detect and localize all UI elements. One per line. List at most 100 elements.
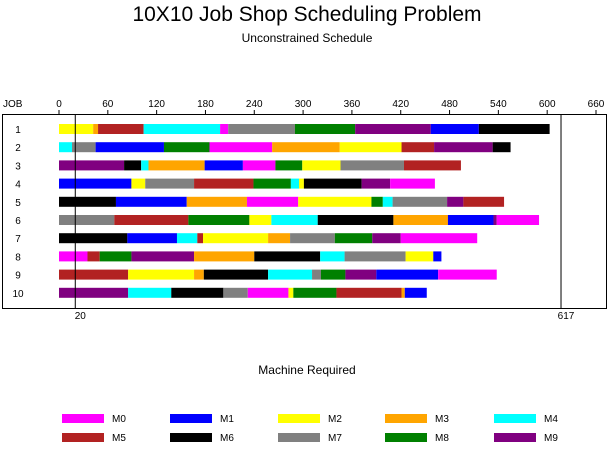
task-bar: [59, 124, 94, 134]
task-bar: [209, 142, 273, 153]
task-bar: [430, 124, 479, 134]
task-bar: [404, 287, 427, 298]
job-label: 4: [15, 180, 21, 191]
task-bar: [447, 196, 464, 207]
task-bar: [390, 178, 435, 189]
task-bar: [376, 269, 439, 280]
task-bar: [403, 160, 461, 171]
task-bar: [317, 215, 394, 225]
x-tick-label: 300: [295, 99, 312, 110]
legend-swatch: [62, 414, 104, 423]
x-tick-label: 480: [441, 99, 458, 110]
task-bar: [128, 269, 195, 280]
task-bar: [434, 142, 493, 153]
legend-swatch: [385, 433, 427, 442]
task-bar: [355, 124, 431, 134]
x-tick-label: 180: [197, 99, 214, 110]
task-bar: [141, 160, 149, 171]
task-bar: [131, 251, 195, 262]
x-tick-label: 600: [539, 99, 556, 110]
chart-subtitle: Unconstrained Schedule: [241, 31, 373, 45]
task-bar: [268, 269, 313, 280]
task-bar: [203, 269, 269, 280]
task-bar: [294, 124, 356, 134]
task-bar: [127, 233, 177, 244]
task-bar: [115, 196, 187, 207]
job-label: 7: [15, 234, 21, 245]
task-bar: [438, 269, 497, 280]
task-bar: [220, 124, 229, 134]
task-bar: [268, 233, 291, 244]
task-bar: [203, 233, 269, 244]
task-bar: [59, 269, 129, 280]
task-bar: [275, 160, 303, 171]
task-bar: [288, 287, 294, 298]
task-bar: [271, 215, 318, 225]
task-bar: [293, 287, 337, 298]
task-bar: [371, 196, 383, 207]
task-bar: [95, 142, 164, 153]
y-axis-label: JOB: [3, 99, 23, 110]
legend-label: M7: [328, 433, 342, 444]
x-tick-label: 120: [148, 99, 165, 110]
task-bar: [320, 269, 346, 280]
task-bar: [194, 269, 204, 280]
task-bar: [114, 215, 189, 225]
x-tick-label: 420: [392, 99, 409, 110]
chart-title: 10X10 Job Shop Scheduling Problem: [132, 3, 482, 26]
task-bar: [242, 160, 276, 171]
legend-swatch: [494, 433, 536, 442]
task-bar: [372, 233, 401, 244]
task-bar: [131, 178, 146, 189]
task-bar: [87, 251, 100, 262]
task-bar: [493, 215, 497, 225]
reference-line-label: 20: [75, 311, 87, 322]
x-axis-label: Machine Required: [258, 363, 355, 377]
task-bar: [93, 124, 99, 134]
job-label: 1: [15, 125, 21, 136]
task-bar: [400, 233, 478, 244]
task-bar: [463, 196, 505, 207]
task-bar: [176, 233, 198, 244]
job-label: 2: [15, 143, 21, 154]
task-bar: [194, 251, 255, 262]
plot-frame: [2, 114, 607, 309]
task-bar: [59, 178, 132, 189]
task-bar: [223, 287, 248, 298]
job-label: 9: [15, 271, 21, 282]
task-bar: [59, 142, 73, 153]
x-tick-label: 660: [588, 99, 605, 110]
task-bar: [290, 178, 300, 189]
reference-line-label: 617: [558, 311, 575, 322]
task-bar: [361, 178, 391, 189]
task-bar: [204, 160, 243, 171]
legend-swatch: [170, 414, 212, 423]
legend-label: M2: [328, 414, 342, 425]
task-bar: [247, 287, 289, 298]
legend-swatch: [278, 414, 320, 423]
job-label: 10: [12, 289, 24, 300]
legend-label: M1: [220, 414, 234, 425]
task-bar: [302, 160, 341, 171]
task-bar: [312, 269, 321, 280]
x-tick-label: 0: [56, 99, 62, 110]
task-bar: [246, 196, 299, 207]
task-bar: [336, 287, 402, 298]
task-bar: [128, 287, 172, 298]
legend-label: M0: [112, 414, 126, 425]
task-bar: [194, 178, 254, 189]
job-label: 6: [15, 216, 21, 227]
task-bar: [496, 215, 540, 225]
task-bar: [340, 160, 404, 171]
job-label: 3: [15, 161, 21, 172]
task-bar: [478, 124, 550, 134]
task-bar: [392, 196, 448, 207]
legend-label: M8: [435, 433, 449, 444]
task-bar: [148, 160, 205, 171]
x-tick-label: 360: [344, 99, 361, 110]
task-bar: [299, 178, 304, 189]
task-bar: [163, 142, 210, 153]
task-bar: [401, 287, 405, 298]
